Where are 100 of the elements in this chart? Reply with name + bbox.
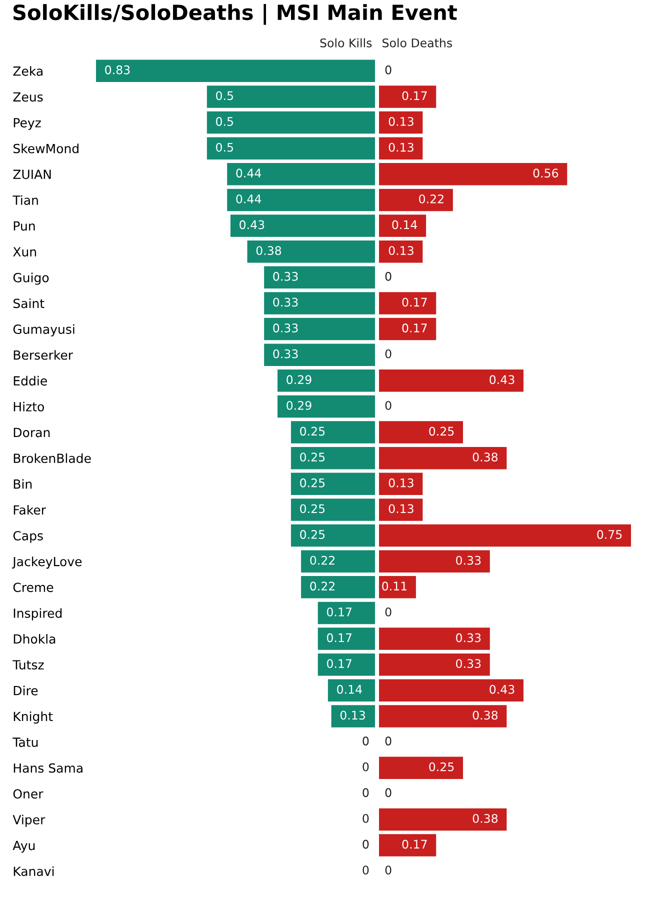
y-tick-label: Hizto [14, 402, 44, 412]
y-tick-label: Knight [14, 711, 53, 724]
y-tick-label: Eddie [14, 376, 47, 386]
data-label: 0.33 [273, 324, 298, 332]
y-tick-label: Zeus [13, 92, 43, 102]
y-tick-label: Doran [14, 428, 50, 438]
bar [206, 137, 375, 160]
bar [301, 550, 375, 572]
bar [290, 421, 375, 444]
bar [379, 524, 631, 547]
y-tick-label: Berserker [14, 350, 74, 360]
data-label: 0 [385, 400, 392, 410]
bar [264, 318, 375, 340]
y-tick-label: Xun [13, 247, 36, 257]
y-tick-label: Dire [14, 686, 38, 696]
bar [328, 679, 375, 702]
bar [230, 214, 375, 237]
data-label: 0.75 [597, 530, 622, 539]
data-label: 0.13 [388, 117, 414, 126]
bar [379, 834, 436, 856]
data-label: 0.38 [472, 814, 498, 823]
y-tick-label: Dhokla [14, 634, 56, 644]
y-tick-label: Tian [12, 195, 38, 205]
data-label: 0.25 [300, 504, 325, 514]
bar [379, 576, 416, 598]
data-label: 0.25 [300, 452, 325, 462]
y-tick-label: Gumayusi [13, 324, 74, 336]
bar [379, 498, 423, 521]
data-label: 0.44 [236, 168, 262, 178]
data-label: 0.38 [256, 246, 282, 256]
data-label: 0.33 [456, 556, 481, 565]
y-tick-label: Faker [14, 504, 46, 515]
data-label: 0.17 [402, 324, 427, 332]
data-label: 0.13 [388, 504, 414, 514]
data-label: 0.44 [236, 194, 262, 204]
bar [379, 808, 507, 831]
data-label: 0.13 [340, 710, 365, 720]
bar [379, 240, 423, 263]
bar [379, 472, 423, 496]
bar [301, 576, 375, 598]
bar [379, 137, 423, 160]
bar [264, 344, 375, 366]
data-label: 0 [362, 762, 369, 772]
y-tick-label: Ayu [12, 840, 35, 853]
data-label: 0.29 [286, 375, 312, 384]
bar [264, 266, 375, 289]
y-tick-label: Pun [14, 221, 35, 231]
bar [379, 214, 426, 237]
data-label: 0 [362, 866, 369, 875]
data-label: 0 [385, 788, 392, 798]
data-label: 0.43 [490, 684, 514, 694]
data-label: 0.56 [533, 168, 558, 178]
y-tick-label: Tutsz [12, 660, 44, 670]
data-label: 0.25 [300, 530, 325, 539]
data-label: 0.29 [286, 400, 312, 410]
bar [206, 86, 375, 108]
data-label: 0.38 [472, 710, 498, 720]
bar [331, 705, 375, 728]
y-tick-label: Viper [12, 814, 46, 827]
data-label: 0 [362, 736, 369, 746]
y-tick-label: Kanavi [14, 866, 54, 876]
y-tick-label: BrokenBlade [14, 453, 91, 464]
data-label: 0.25 [429, 426, 454, 436]
bar [318, 602, 375, 624]
data-label: 0.33 [456, 659, 481, 668]
bar [379, 292, 436, 314]
data-label: 0.17 [402, 840, 427, 849]
data-label: 0 [385, 866, 392, 875]
data-label: 0.22 [310, 556, 334, 565]
data-label: 0.33 [273, 349, 298, 358]
y-tick-label: SkewMond [13, 144, 78, 154]
bar [278, 395, 375, 418]
data-label: 0.33 [273, 298, 298, 307]
data-label: 0.13 [388, 142, 414, 152]
bar [278, 370, 375, 392]
y-tick-label: Inspired [14, 608, 62, 620]
bar [290, 472, 375, 496]
bar [379, 188, 453, 212]
data-label: 0.5 [216, 117, 234, 126]
bar [379, 421, 463, 444]
data-label: 0.17 [326, 659, 352, 668]
data-label: 0.17 [402, 298, 427, 307]
data-label: 0 [385, 349, 392, 358]
data-label: 0.5 [216, 91, 234, 100]
bar [227, 163, 375, 186]
data-label: 0 [362, 788, 369, 798]
data-label: 0.17 [326, 633, 352, 642]
bar [379, 550, 490, 572]
bar [318, 653, 375, 676]
bar [379, 653, 490, 676]
bar [379, 446, 507, 470]
data-label: 0 [385, 607, 392, 616]
bar [318, 628, 375, 650]
data-label: 0.14 [337, 684, 362, 694]
bar [379, 628, 490, 650]
bar [227, 188, 375, 212]
data-label: 0.13 [388, 478, 414, 488]
bar [290, 524, 375, 547]
y-tick-label: Peyz [14, 118, 41, 130]
bar [96, 60, 375, 82]
